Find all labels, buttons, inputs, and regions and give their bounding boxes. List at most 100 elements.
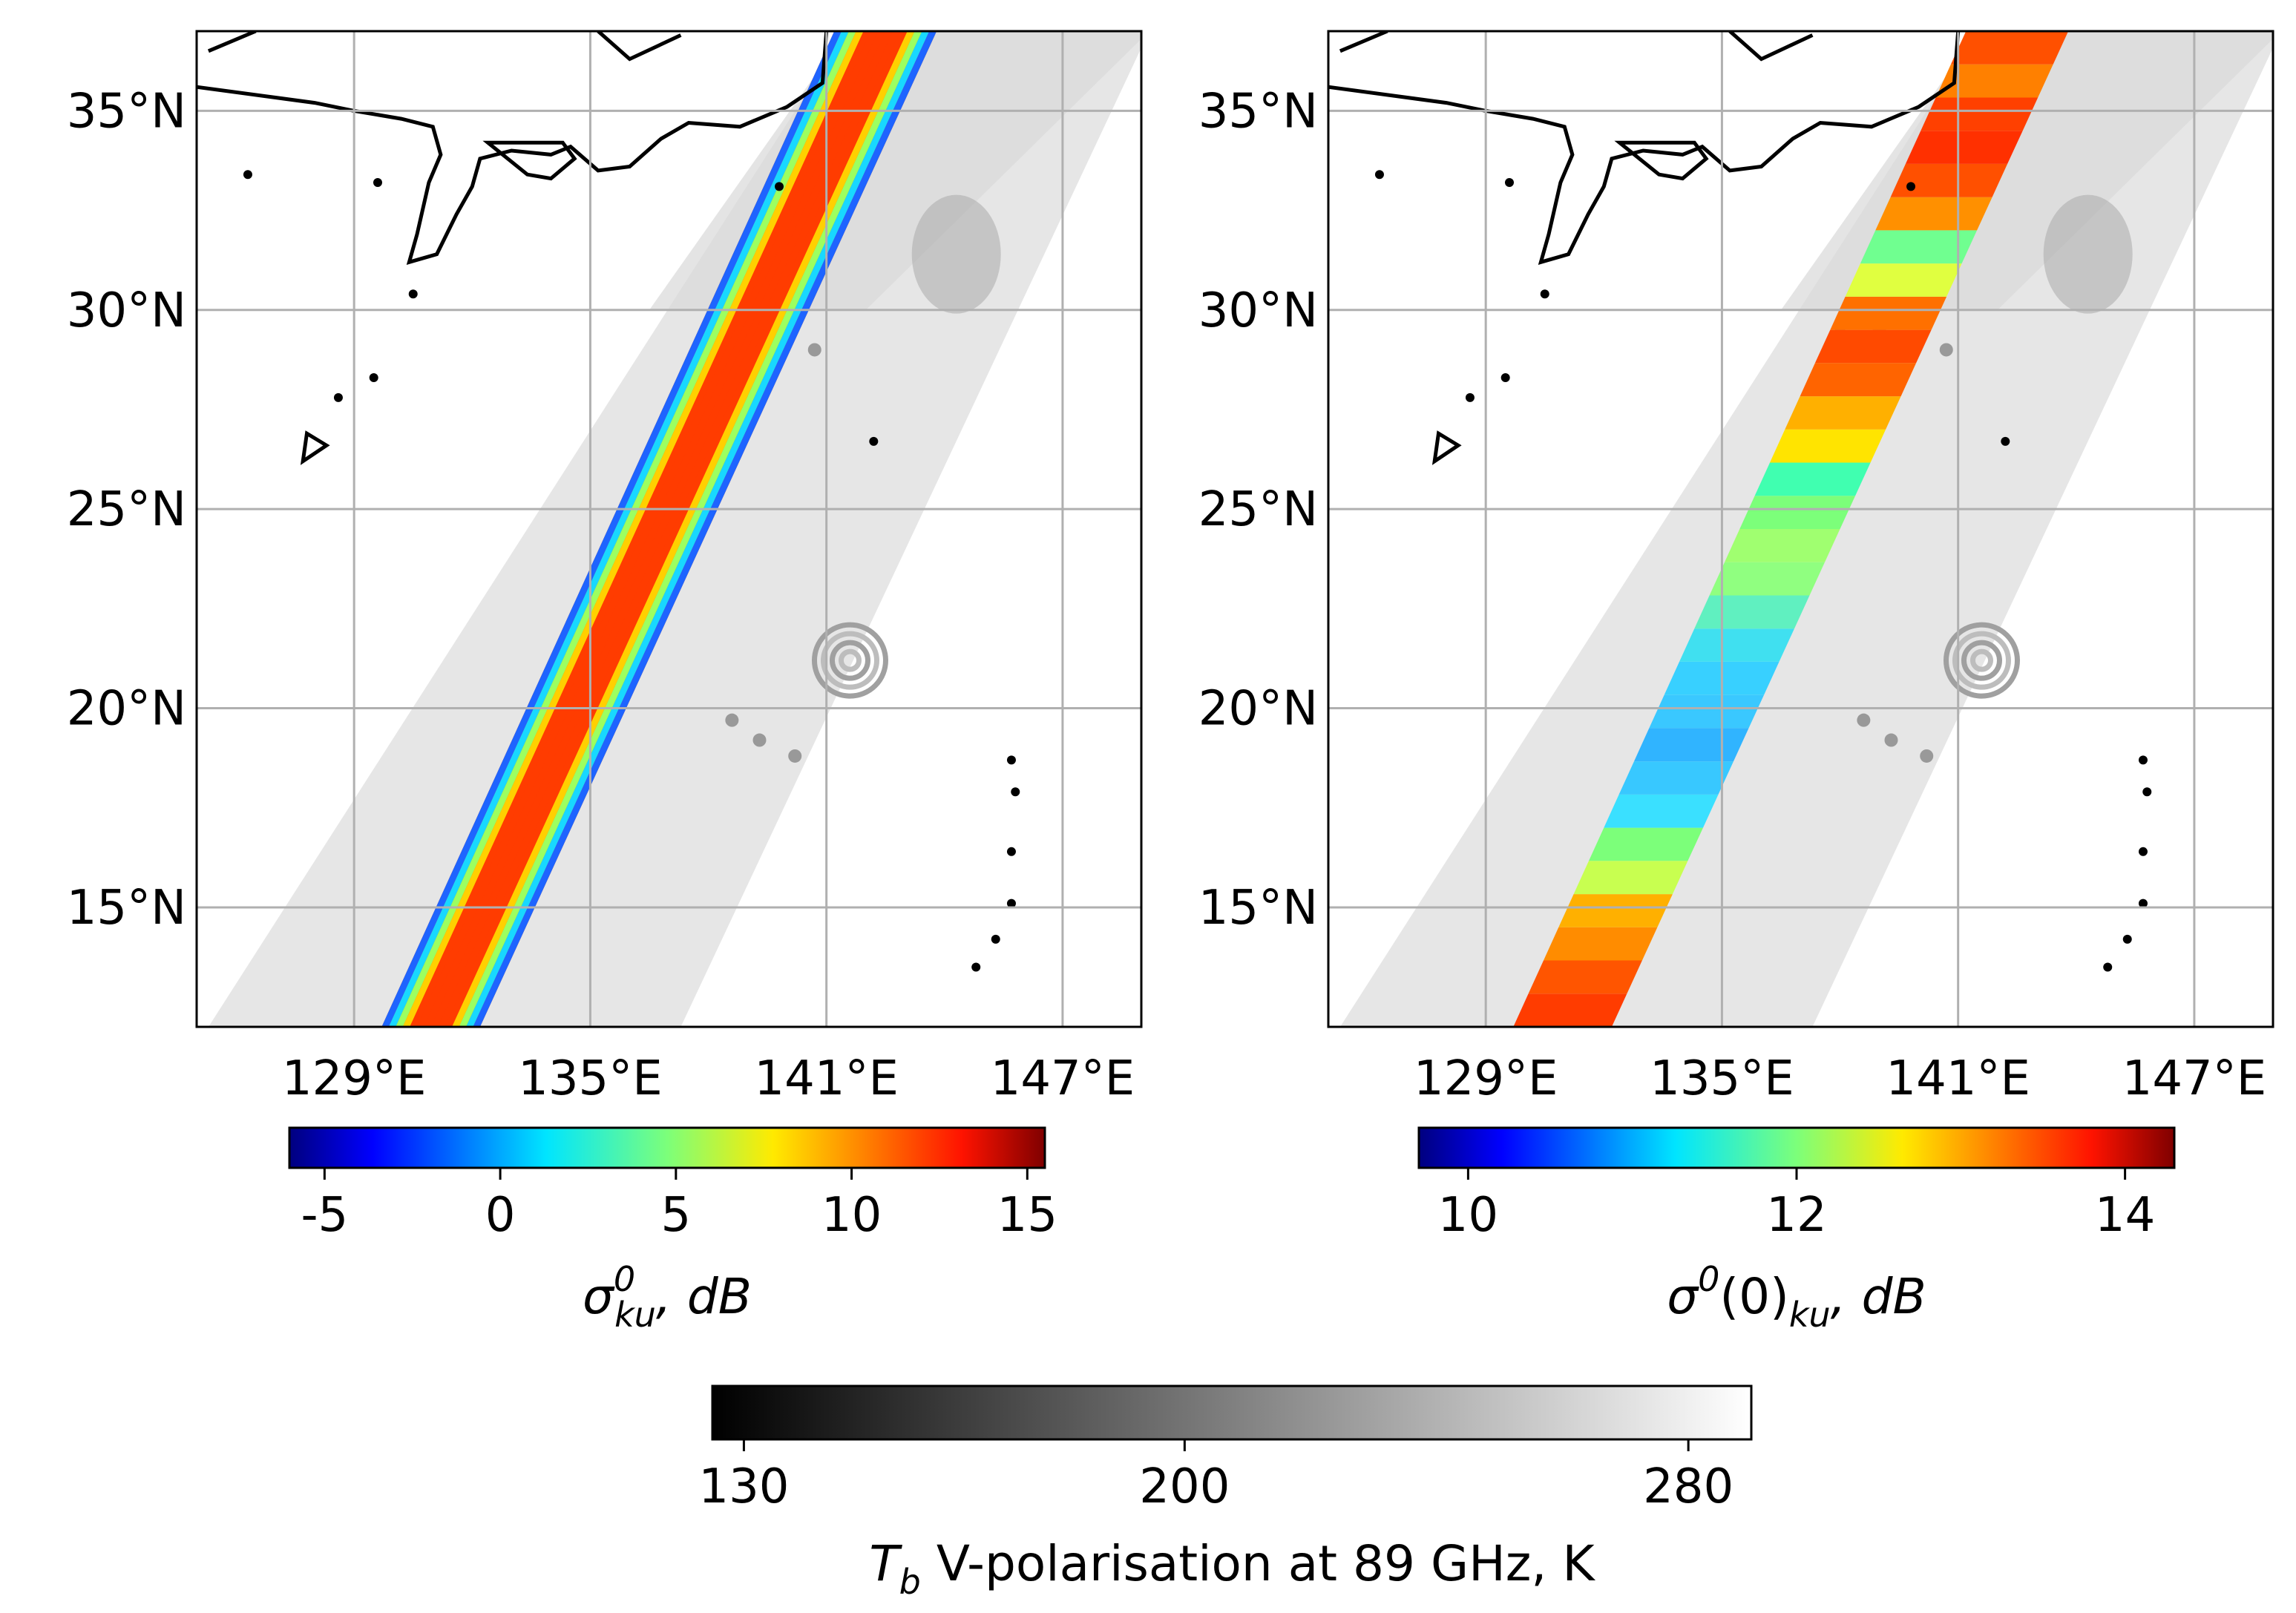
cloud-patch (2043, 194, 2133, 314)
x-tick-label: 147°E (2122, 1051, 2267, 1106)
gridlines (1328, 31, 2273, 1027)
colorbar-tick-label: 0 (485, 1188, 516, 1243)
convective-cell (1857, 713, 1871, 727)
island (1006, 899, 1016, 908)
island (1540, 289, 1549, 299)
sigma0-0-swath-segment (1875, 197, 1992, 231)
y-tick-label: 30°N (1198, 283, 1318, 338)
y-tick-label: 15°N (1198, 881, 1318, 936)
island (2122, 934, 2132, 944)
island (2138, 755, 2148, 765)
island (373, 177, 382, 187)
sigma0-0-swath-segment (1739, 496, 1856, 529)
sigma0-0-swath-segment (1785, 396, 1901, 430)
typhoon-eye (811, 622, 888, 699)
island (408, 289, 418, 299)
island (1500, 373, 1510, 383)
island (1465, 392, 1475, 402)
colorbar-label: Tb V-polarisation at 89 GHz, K (869, 1535, 1595, 1602)
island (869, 436, 879, 446)
sigma0-0-swath-segment (1770, 429, 1886, 463)
y-tick-label: 35°N (1198, 84, 1318, 139)
sigma0-0-swath-segment (1618, 761, 1734, 795)
sigma0-swath-band (388, 31, 849, 1027)
y-tick-label: 25°N (67, 482, 186, 537)
convective-cell (1920, 749, 1934, 763)
sigma0-0-swath-segment (1604, 794, 1719, 828)
colorbar-tick-label: 12 (1766, 1188, 1826, 1243)
island (2138, 847, 2148, 856)
colorbar-tick-label: 14 (2095, 1188, 2155, 1243)
sigma0-swath-band (430, 31, 893, 1027)
sigma0-swath-band (416, 31, 879, 1027)
sigma0-swath-band (396, 31, 856, 1027)
x-tick-label: 129°E (1414, 1051, 1558, 1106)
island (2138, 899, 2148, 908)
sigma0-swath-band (459, 31, 922, 1027)
convective-cell (725, 713, 739, 727)
sigma0-0-swath-segment (1544, 927, 1658, 961)
sigma0-swath-band (452, 31, 915, 1027)
island (243, 170, 252, 180)
island (1006, 755, 1016, 765)
convective-cell (807, 343, 821, 357)
colorbar-gradient (1417, 1126, 2176, 1169)
map-frame (195, 30, 1143, 1028)
gridlines (197, 31, 1141, 1027)
colorbar-label: σ0(0)ku, dB (1667, 1259, 1926, 1335)
sigma0-0-swath-segment (1935, 64, 2053, 98)
sigma0-0-swath-segment (1814, 329, 1932, 364)
y-tick-label: 20°N (1198, 682, 1318, 737)
x-tick-label: 129°E (282, 1051, 427, 1106)
island (971, 962, 981, 972)
x-tick-label: 147°E (991, 1051, 1135, 1106)
sigma0-0-swath-segment (1573, 861, 1688, 895)
island (1006, 847, 1016, 856)
colorbar-gradient (711, 1384, 1753, 1441)
y-tick-label: 15°N (67, 881, 186, 936)
map-frame (1327, 30, 2274, 1028)
island (775, 182, 784, 191)
sigma0-0-swath-segment (1830, 296, 1947, 330)
sigma0-0-swath-segment (1528, 960, 1642, 994)
sigma0-swath-band (402, 31, 864, 1027)
sigma0-ku-colorbar: -5 0 5 10 15 σ0 ku, dB (288, 1126, 1057, 1335)
convective-cell (1939, 343, 1953, 357)
x-tick-label: 135°E (518, 1051, 663, 1106)
colorbar-tick-label: 130 (698, 1459, 789, 1514)
sigma0-0-swath-segment (1845, 263, 1962, 297)
island (369, 373, 378, 383)
island (2142, 787, 2152, 797)
island (991, 934, 1000, 944)
sigma0-swath-band (438, 31, 900, 1027)
sigma0-0-swath-segment (1694, 595, 1810, 629)
sigma0-swath-band (424, 31, 886, 1027)
y-tick-label: 20°N (67, 682, 186, 737)
colorbar-tick-label: 10 (1438, 1188, 1498, 1243)
sigma0-0-swath-segment (1905, 131, 2023, 164)
colorbar-gradient (288, 1126, 1046, 1169)
sigma0-0-swath-segment (1890, 163, 2008, 197)
convective-cell (788, 749, 802, 763)
island (333, 392, 343, 402)
colorbar-tick-label: 200 (1139, 1459, 1230, 1514)
y-tick-label: 30°N (67, 283, 186, 338)
colorbar-tick-label: 5 (660, 1188, 691, 1243)
island (2001, 436, 2010, 446)
colorbar-tick-label: 280 (1643, 1459, 1734, 1514)
sigma0-0-swath-segment (1513, 993, 1627, 1027)
sigma0-swath-band (445, 31, 908, 1027)
island (1374, 170, 1384, 180)
sigma0-0-swath-segment (1800, 363, 1917, 397)
sigma0-0-swath-segment (1754, 462, 1871, 496)
y-tick-label: 25°N (1198, 482, 1318, 537)
right-map-panel: 129°E 135°E 141°E 147°E 15°N 20°N 25°N 30°N 35°N (1198, 30, 2274, 1106)
sigma0-0-swath-segment (1709, 562, 1825, 596)
colorbar-tick-label: 15 (997, 1188, 1057, 1243)
island (1011, 787, 1020, 797)
sigma0-0-swath-segment (1860, 230, 1978, 264)
sigma0-swath-band (381, 31, 842, 1027)
sigma0-0-swath-segment (1634, 728, 1749, 762)
y-tick-label: 35°N (67, 84, 186, 139)
